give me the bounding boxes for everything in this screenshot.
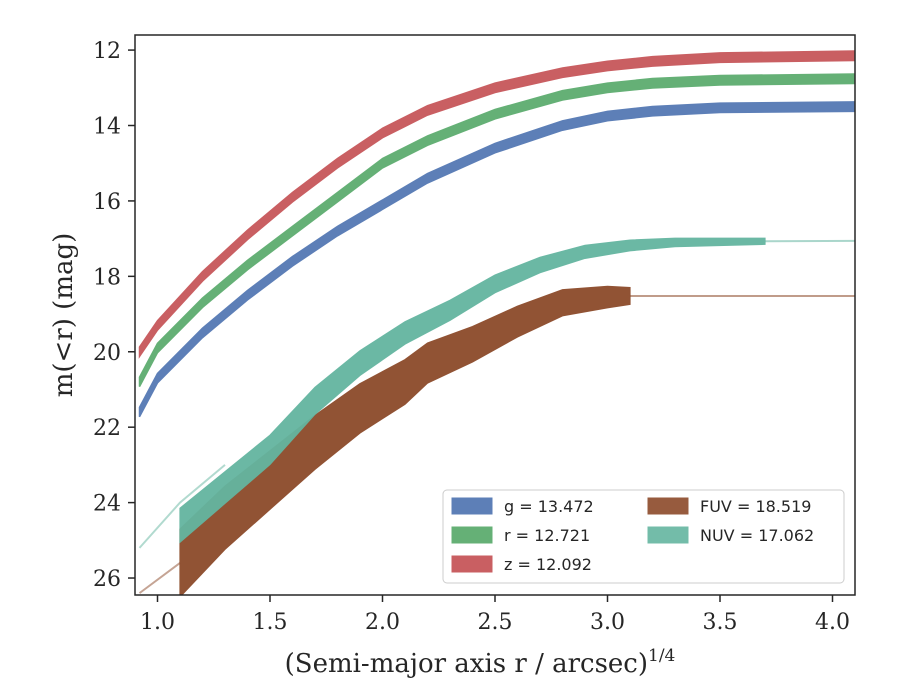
y-axis: 12 14 16 18 20 22 24 26 <box>93 39 135 592</box>
series-nuv-band <box>179 237 766 544</box>
series-fuv-faded-start <box>138 562 181 594</box>
legend-frame <box>442 489 845 584</box>
x-tick-label: 1.0 <box>140 610 175 635</box>
legend: g = 13.472 r = 12.721 z = 12.092 FUV = 18.5… <box>442 489 845 584</box>
legend-swatch-fuv <box>647 497 689 515</box>
x-axis-label: (Semi-major axis r / arcsec)1/4 <box>285 646 676 679</box>
legend-label-nuv: NUV = 17.062 <box>700 526 814 545</box>
x-axis-label-exponent: 1/4 <box>648 646 675 666</box>
y-tick-label: 26 <box>93 567 121 592</box>
legend-swatch-g <box>451 497 493 515</box>
series-z-band <box>138 50 855 359</box>
series-fuv-band <box>179 285 631 595</box>
legend-label-fuv: FUV = 18.519 <box>700 497 811 516</box>
y-tick-label: 24 <box>93 492 121 517</box>
y-tick-label: 20 <box>93 341 121 366</box>
legend-label-z: z = 12.092 <box>504 555 592 574</box>
legend-label-g: g = 13.472 <box>504 497 594 516</box>
series-g-band <box>138 101 855 418</box>
legend-swatch-nuv <box>647 526 689 544</box>
legend-label-r: r = 12.721 <box>504 526 590 545</box>
x-tick-label: 3.5 <box>703 610 738 635</box>
y-tick-label: 16 <box>93 190 121 215</box>
y-tick-label: 12 <box>93 39 121 64</box>
series-layer <box>138 50 855 595</box>
legend-swatch-z <box>451 555 493 573</box>
x-axis: 1.0 1.5 2.0 2.5 3.0 3.5 4.0 <box>140 595 850 635</box>
series-r-band <box>138 73 855 388</box>
x-tick-label: 2.5 <box>478 610 513 635</box>
legend-swatch-r <box>451 526 493 544</box>
y-axis-label: m(<r) (mag) <box>49 233 79 398</box>
series-nuv-faded-start <box>138 464 226 549</box>
x-tick-label: 4.0 <box>815 610 850 635</box>
y-tick-label: 14 <box>93 115 121 140</box>
x-tick-label: 3.0 <box>590 610 625 635</box>
x-tick-label: 2.0 <box>365 610 400 635</box>
x-tick-label: 1.5 <box>253 610 288 635</box>
y-tick-label: 22 <box>93 416 121 441</box>
y-tick-label: 18 <box>93 265 121 290</box>
